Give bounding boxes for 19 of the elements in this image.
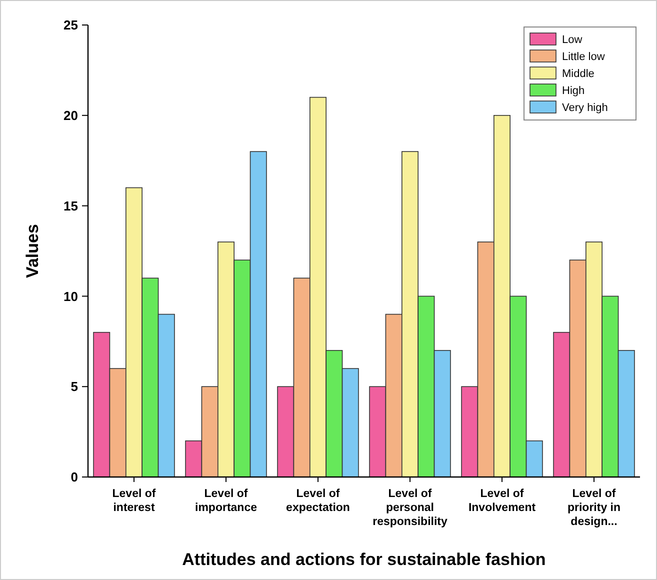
y-axis-title: Values xyxy=(23,224,42,278)
y-tick-label: 0 xyxy=(70,470,78,485)
y-tick-label: 25 xyxy=(64,18,78,33)
x-tick-label: Level of interest xyxy=(112,488,156,514)
y-tick-label: 20 xyxy=(64,108,78,123)
x-tick-label: Level of personal responsibility xyxy=(372,488,448,528)
legend-label: Middle xyxy=(562,68,594,80)
y-tick-label: 10 xyxy=(64,288,78,304)
legend-label: High xyxy=(562,85,585,97)
y-tick-label: 15 xyxy=(64,198,78,214)
x-tick-label: Level of Involvement xyxy=(468,488,536,514)
y-tick-label: 5 xyxy=(70,379,78,394)
x-tick-label: Level of priority in design... xyxy=(567,488,621,528)
x-tick-label: Level of expectation xyxy=(286,488,350,514)
legend-label: Very high xyxy=(562,102,608,114)
x-axis-title: Attitudes and actions for sustainable fashion xyxy=(182,550,546,569)
legend-label: Low xyxy=(562,34,582,46)
x-tick-label: Level of importance xyxy=(195,488,257,514)
legend-label: Little low xyxy=(562,51,605,63)
